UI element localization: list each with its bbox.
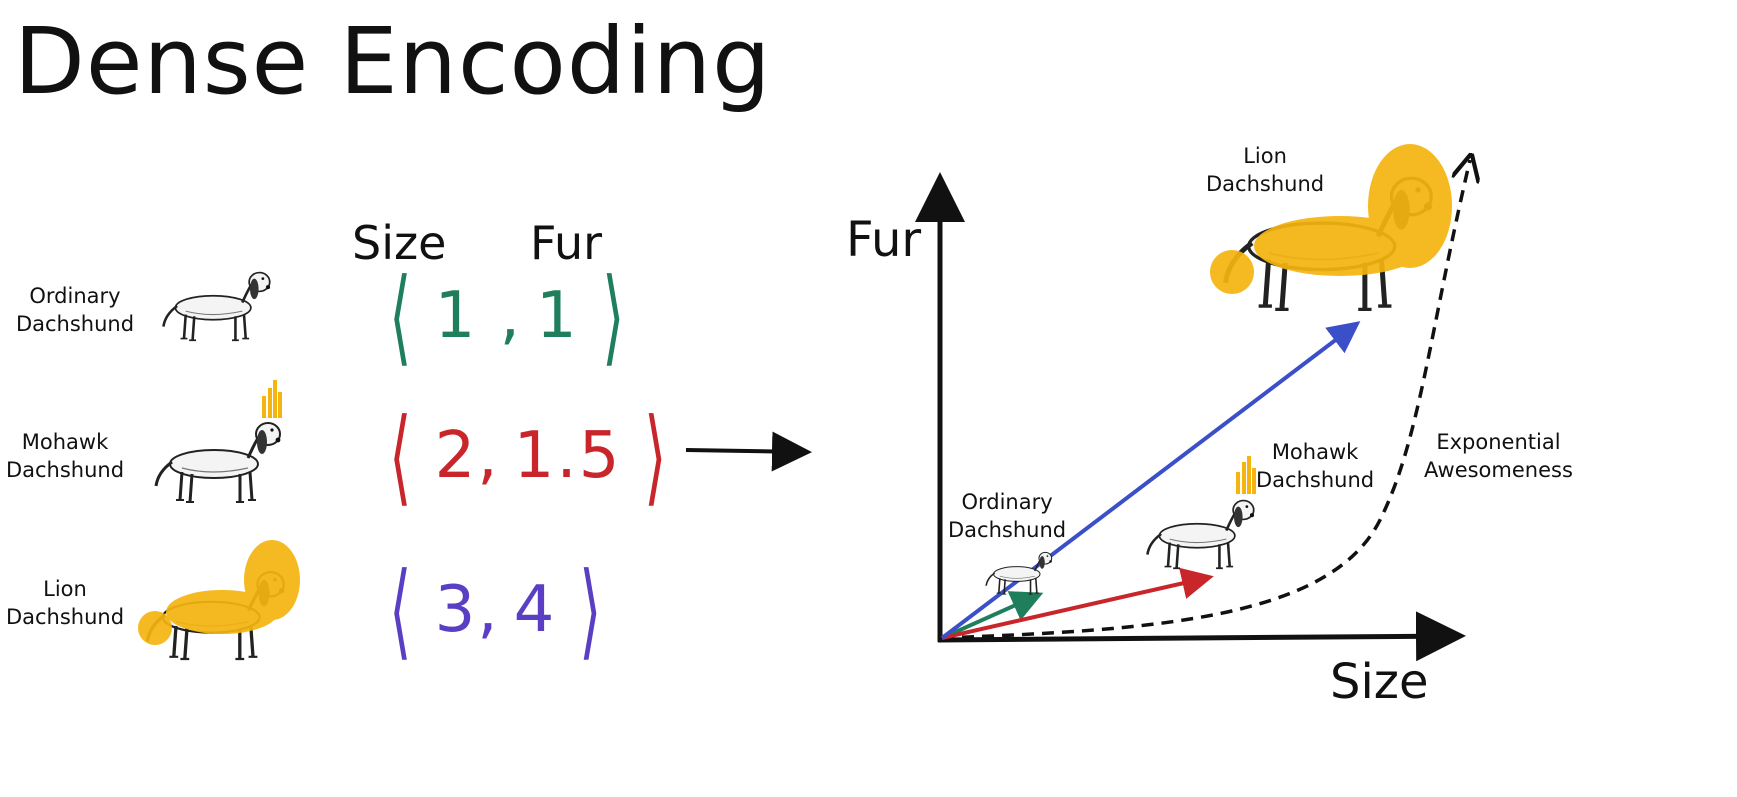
plot-label-ordinary: Ordinary Dachshund [948, 488, 1066, 544]
curve-label: Exponential Awesomeness [1424, 428, 1573, 484]
vector-lion: ⟨ 3, 4 ⟩ [380, 558, 611, 662]
lion-dachshund-image [138, 540, 300, 661]
y-axis-label: Fur [846, 212, 922, 268]
row-label-line2: Dachshund [5, 458, 125, 482]
right-bracket: ⟩ [601, 255, 625, 377]
x-axis-line [937, 611, 1466, 662]
vector-size-value: 3, [434, 573, 500, 647]
plot-lion-dachshund-image [1210, 144, 1452, 309]
transform-arrow [685, 431, 812, 472]
left-bracket: ⟨ [389, 255, 412, 377]
exponential-curve [941, 160, 1470, 640]
x-axis-label: Size [1330, 654, 1429, 710]
plot-label-line2: Dachshund [1256, 468, 1375, 492]
vector-fur-value: 4 [513, 573, 557, 647]
row-label-line2: Dachshund [15, 312, 135, 336]
vector-fur-value: 1 [535, 279, 579, 353]
page-title: Dense Encoding [14, 8, 772, 115]
vector-arrow-mohawk [941, 567, 1214, 640]
row-label-line1: Mohawk [21, 430, 109, 454]
vector-arrow-ordinary [941, 591, 1044, 640]
curve-label-line2: Awesomeness [1424, 458, 1573, 482]
plot-label-line2: Dachshund [948, 518, 1067, 542]
column-header-size: Size [352, 216, 447, 270]
plot-label-lion: Lion Dachshund [1206, 142, 1324, 198]
ordinary-dachshund-image [162, 271, 272, 342]
row-label-line1: Ordinary [29, 284, 121, 308]
curve-label-line1: Exponential [1436, 430, 1561, 454]
right-bracket: ⟩ [579, 549, 602, 671]
plot-label-line1: Ordinary [961, 490, 1053, 514]
left-bracket: ⟨ [389, 549, 412, 671]
plot-vectors [940, 321, 1361, 640]
plot-label-line2: Dachshund [1206, 172, 1325, 196]
mohawk-dachshund-image [154, 380, 282, 504]
plot-ordinary-dachshund-image [985, 551, 1053, 595]
plot-label-line1: Mohawk [1271, 440, 1359, 464]
row-label-line2: Dachshund [5, 605, 125, 629]
row-label-lion: Lion Dachshund [0, 575, 140, 631]
vector-size-value: 2, [434, 419, 500, 493]
column-header-fur: Fur [530, 216, 603, 270]
vector-arrow-lion [940, 321, 1361, 640]
row-label-ordinary: Ordinary Dachshund [0, 282, 150, 338]
row-label-mohawk: Mohawk Dachshund [0, 428, 140, 484]
vector-mohawk: ⟨ 2, 1.5 ⟩ [380, 404, 676, 508]
row-label-line1: Lion [43, 577, 87, 601]
vector-size-value: 1 , [434, 279, 522, 353]
plot-mohawk-dachshund-image [1146, 456, 1256, 570]
vector-fur-value: 1.5 [513, 419, 622, 493]
plot-label-mohawk: Mohawk Dachshund [1256, 438, 1374, 494]
left-bracket: ⟨ [389, 395, 412, 517]
right-bracket: ⟩ [644, 395, 667, 517]
mohawk-icon [262, 380, 282, 418]
vector-ordinary: ⟨ 1 , 1 ⟩ [380, 264, 633, 368]
plot-mohawk-icon [1236, 456, 1256, 494]
plot-label-line1: Lion [1243, 144, 1287, 168]
